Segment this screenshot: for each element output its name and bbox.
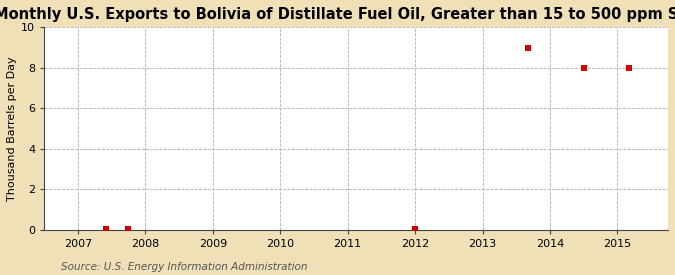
Point bbox=[578, 65, 589, 70]
Point bbox=[123, 227, 134, 231]
Point bbox=[101, 227, 111, 231]
Text: Source: U.S. Energy Information Administration: Source: U.S. Energy Information Administ… bbox=[61, 262, 307, 272]
Point bbox=[410, 227, 421, 231]
Point bbox=[522, 45, 533, 50]
Y-axis label: Thousand Barrels per Day: Thousand Barrels per Day bbox=[7, 56, 17, 201]
Point bbox=[624, 65, 634, 70]
Title: Monthly U.S. Exports to Bolivia of Distillate Fuel Oil, Greater than 15 to 500 p: Monthly U.S. Exports to Bolivia of Disti… bbox=[0, 7, 675, 22]
